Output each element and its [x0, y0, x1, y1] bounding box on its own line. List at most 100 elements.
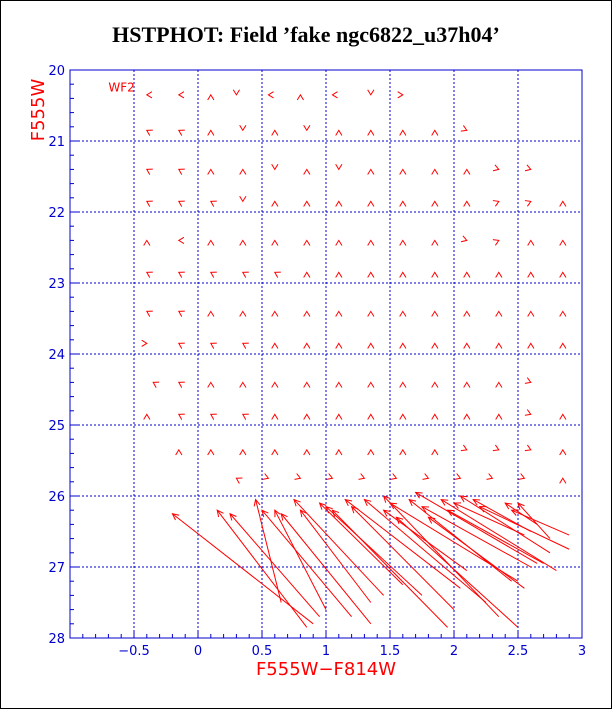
data-vector-short: [145, 310, 153, 317]
data-vector-short: [399, 381, 407, 388]
data-vector-long: [517, 502, 551, 539]
data-vector-short: [335, 310, 343, 317]
data-vector-short: [303, 124, 311, 132]
y-axis-label: F555W: [28, 79, 49, 142]
data-vector-long: [280, 512, 372, 625]
data-vector-short: [152, 381, 160, 388]
data-vector-short: [367, 381, 375, 388]
data-vector-short: [527, 310, 535, 317]
data-vector-short: [399, 200, 407, 207]
data-vector-short: [207, 168, 215, 175]
data-vector-short: [232, 89, 240, 96]
data-vector-short: [177, 91, 185, 99]
chart-title: HSTPHOT: Field ’fake ngc6822_u37h04’: [112, 22, 500, 47]
data-vector-long: [395, 516, 519, 628]
data-vector-short: [460, 235, 468, 243]
data-vector-short: [463, 168, 471, 175]
data-vector-short: [335, 164, 343, 171]
data-vector-short: [177, 342, 185, 349]
data-vector-short: [524, 444, 532, 452]
data-vector-short: [492, 444, 500, 452]
data-vector-short: [463, 413, 471, 420]
data-vector-long: [261, 509, 352, 618]
x-tick-label: 2.5: [508, 644, 529, 659]
data-vector-short: [463, 342, 471, 349]
data-vector-short: [335, 129, 343, 136]
data-vector-short: [294, 473, 302, 480]
data-vector-short: [207, 239, 215, 246]
data-vector-short: [239, 239, 247, 246]
data-vector-short: [335, 448, 343, 456]
data-vector-short: [367, 129, 375, 136]
data-vector-short: [367, 168, 375, 175]
y-tick-label: 23: [48, 277, 65, 292]
data-vector-short: [145, 200, 153, 207]
data-vector-short: [145, 271, 153, 278]
data-vector-short: [524, 164, 532, 172]
data-vector-short: [262, 473, 270, 480]
data-vector-long: [414, 491, 538, 564]
data-vector-short: [303, 310, 311, 317]
data-vector-short: [559, 448, 567, 456]
data-vector-short: [207, 381, 215, 388]
data-vector-short: [524, 200, 532, 207]
data-vector-short: [454, 473, 462, 480]
data-vector-long: [331, 509, 448, 628]
data-vector-short: [207, 93, 215, 101]
y-tick-label: 26: [48, 490, 65, 505]
data-vector-short: [397, 91, 404, 99]
data-vector-short: [527, 342, 535, 349]
data-vector-short: [495, 271, 503, 278]
data-vector-short: [271, 129, 279, 136]
data-vector-short: [527, 239, 535, 246]
data-vector-short: [399, 168, 407, 175]
y-tick-label: 25: [48, 419, 65, 434]
y-tick-label: 28: [48, 632, 65, 647]
data-vector-short: [431, 168, 439, 175]
data-vector-short: [303, 239, 311, 246]
data-vector-short: [209, 271, 217, 278]
data-vector-short: [431, 381, 439, 388]
data-vector-short: [326, 473, 334, 480]
data-vector-short: [177, 381, 185, 388]
data-vector-short: [431, 271, 439, 278]
data-vector-short: [399, 271, 407, 278]
data-vector-long: [253, 498, 282, 603]
x-tick-label: 0.5: [252, 644, 273, 659]
data-vector-short: [367, 271, 375, 278]
data-vector-short: [367, 413, 375, 420]
data-vector-long: [459, 495, 551, 554]
data-vector-short: [273, 271, 281, 278]
data-vector-long: [344, 498, 461, 589]
data-vector-short: [399, 413, 407, 420]
chip-annotation: WF2: [108, 80, 134, 94]
data-vector-short: [431, 200, 439, 207]
data-vector-short: [399, 342, 407, 349]
y-tick-label: 20: [48, 64, 65, 79]
data-vector-short: [492, 164, 500, 172]
data-vector-short: [239, 168, 247, 175]
data-vector-short: [431, 239, 439, 246]
data-vector-short: [177, 413, 185, 420]
x-axis-label: F555W−F814W: [256, 659, 396, 680]
data-vector-short: [303, 168, 311, 175]
data-vector-short: [559, 271, 567, 278]
data-vector-short: [431, 310, 439, 317]
data-vector-short: [399, 129, 407, 136]
data-vector-short: [358, 473, 366, 480]
data-vector-short: [463, 271, 471, 278]
data-vector-short: [241, 413, 249, 420]
data-vector-short: [367, 310, 375, 317]
data-vector-short: [143, 413, 151, 420]
data-vector-short: [175, 448, 183, 456]
data-vector-long: [420, 506, 532, 568]
x-tick-label: −0.5: [118, 644, 150, 659]
data-vector-short: [390, 473, 398, 480]
data-vector-short: [209, 200, 217, 207]
data-vector-short: [431, 129, 439, 136]
y-tick-label: 27: [48, 561, 65, 576]
data-vector-long: [293, 498, 384, 596]
data-vector-short: [177, 310, 185, 317]
data-vector-short: [303, 381, 311, 388]
